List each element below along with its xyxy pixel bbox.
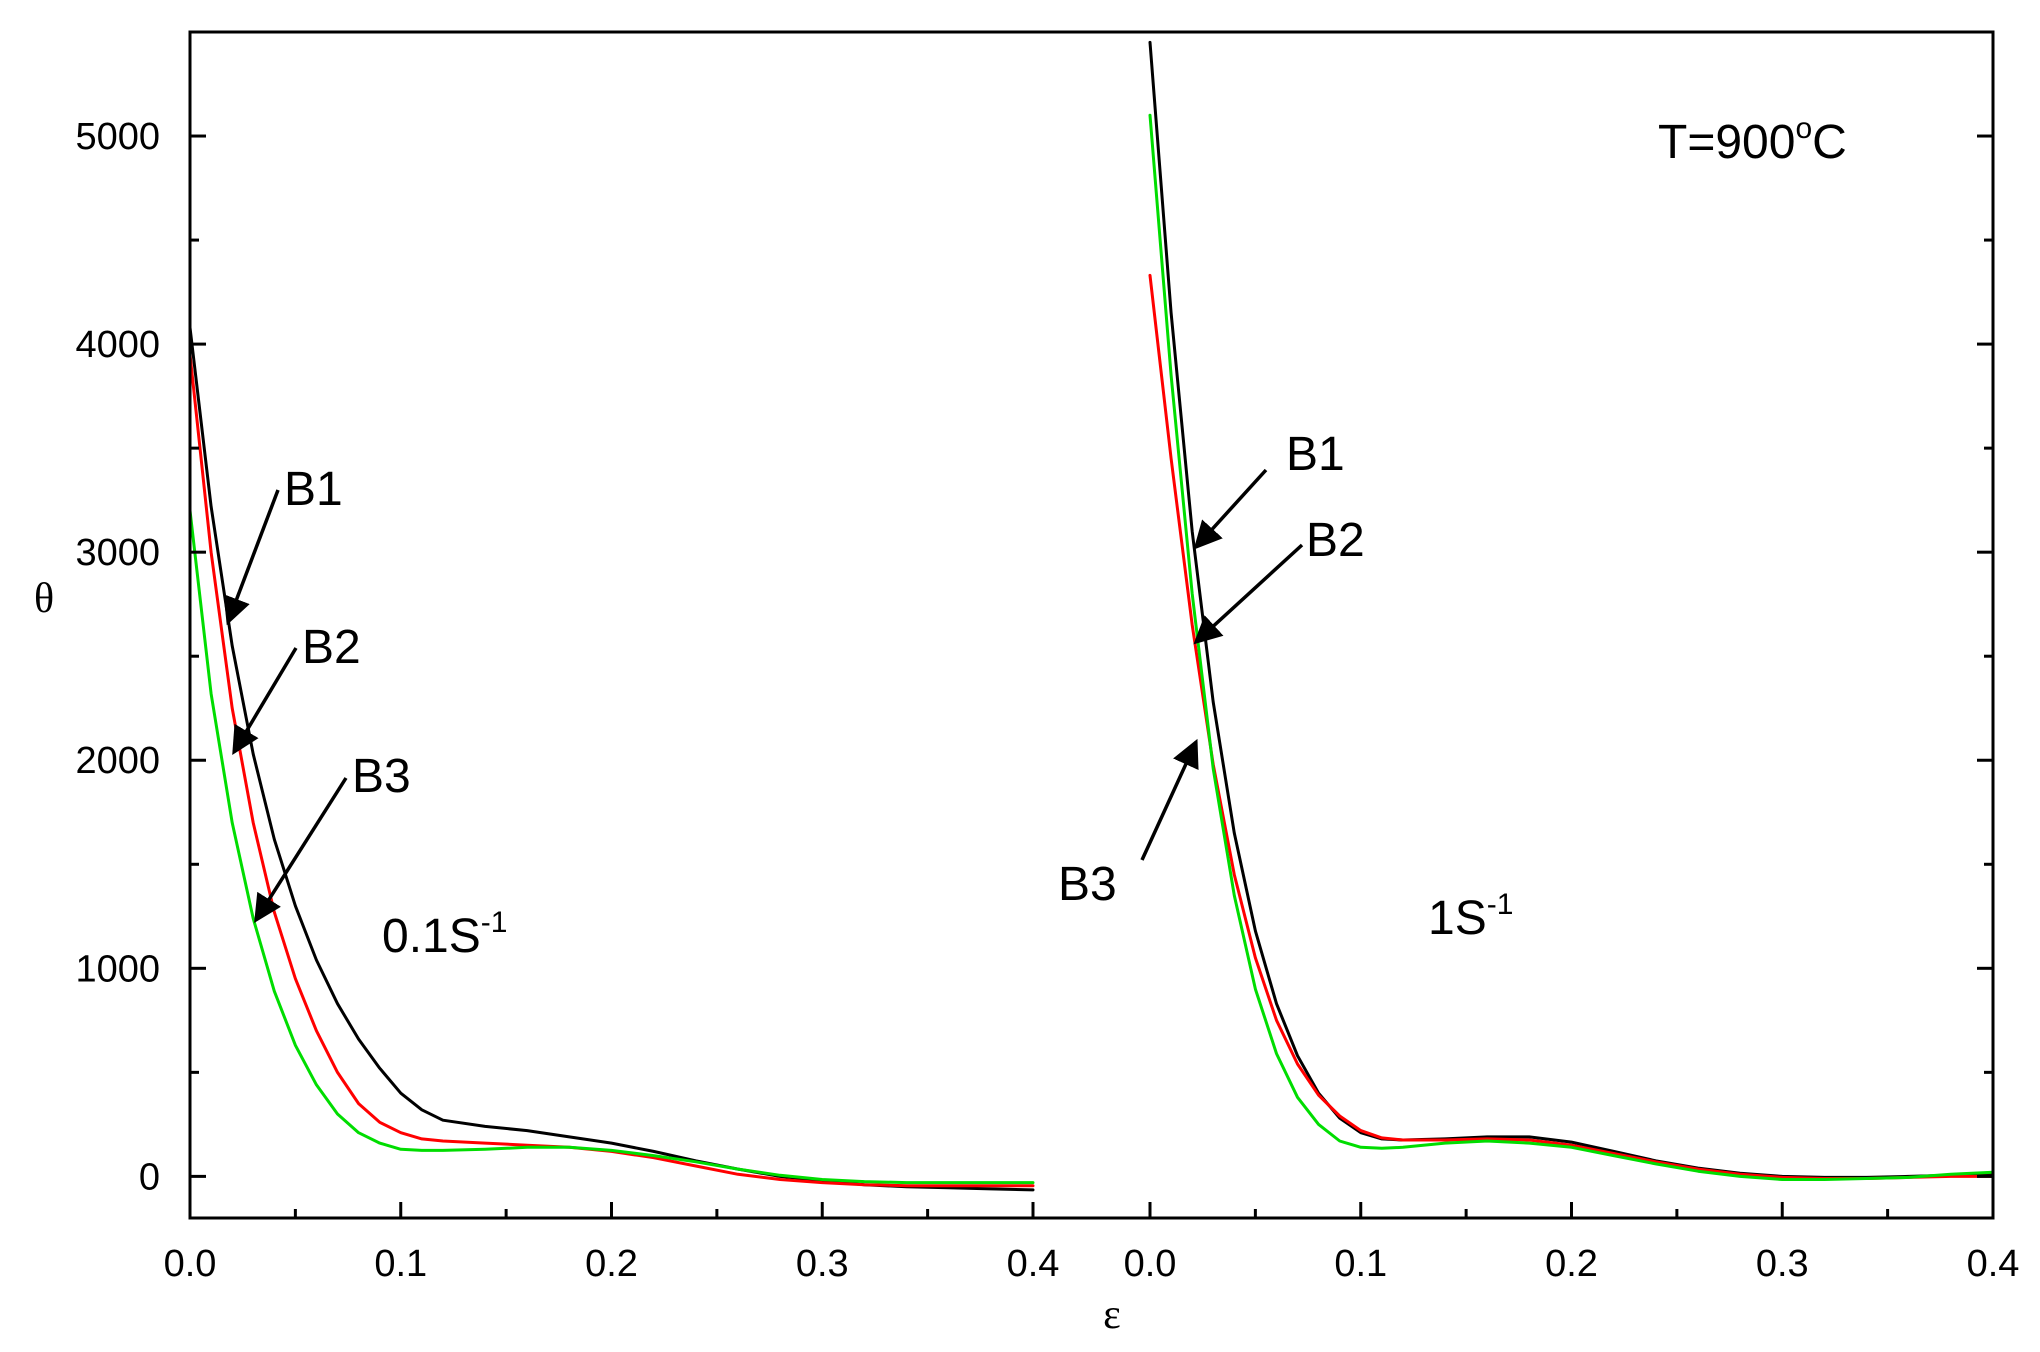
temperature-label: T=900oC — [1658, 112, 1847, 169]
x-tick-label: 0.2 — [1545, 1243, 1598, 1285]
label-left-b2: B2 — [302, 621, 361, 674]
panel-right-rate-label: 1S-1 — [1428, 888, 1513, 945]
y-tick-label: 3000 — [75, 532, 160, 574]
y-tick-label: 1000 — [75, 948, 160, 990]
arrow-right-b3 — [1140, 738, 1199, 861]
panel-left-rate-label: 0.1S-1 — [382, 906, 507, 963]
x-tick-label: 0.3 — [796, 1243, 849, 1285]
arrow-right-b1 — [1193, 468, 1268, 550]
arrow-right-b2 — [1193, 543, 1304, 645]
x-tick-label: 0.4 — [1967, 1243, 2020, 1285]
label-left-b3: B3 — [352, 750, 411, 803]
series-line-panel2-b3 — [1148, 113, 1995, 1181]
series-line-panel1-b3 — [188, 509, 1035, 1185]
x-axis-title: ε — [1103, 1292, 1121, 1338]
label-right-b2: B2 — [1306, 514, 1365, 567]
arrow-left-b1 — [223, 489, 280, 626]
y-tick-label: 0 — [139, 1156, 160, 1198]
label-left-b1: B1 — [284, 463, 343, 516]
x-tick-label: 0.3 — [1756, 1243, 1809, 1285]
x-tick-label: 0.4 — [1007, 1243, 1060, 1285]
x-tick-label: 0.1 — [1334, 1243, 1387, 1285]
plot-layer — [188, 40, 1995, 1192]
series-line-panel1-b2 — [188, 353, 1035, 1188]
y-axis-title: θ — [34, 576, 54, 622]
arrow-left-b3 — [254, 777, 348, 923]
x-tick-label: 0.0 — [164, 1243, 217, 1285]
x-tick-label: 0.0 — [1124, 1243, 1177, 1285]
x-tick-label: 0.1 — [374, 1243, 427, 1285]
tick-layer: 0 1000 2000 3000 4000 5000 0.0 0.1 0.2 0.3 0.4 0.0 0… — [75, 116, 2019, 1285]
label-right-b3: B3 — [1058, 858, 1117, 911]
annotation-layer: T=900oC 0.1S-1 1S-1 B1 B2 B3 B1 B2 B3 — [223, 112, 1847, 963]
plot-frame — [188, 30, 1995, 1220]
y-tick-label: 2000 — [75, 740, 160, 782]
y-tick-label: 4000 — [75, 324, 160, 366]
label-right-b1: B1 — [1286, 428, 1345, 481]
y-tick-label: 5000 — [75, 116, 160, 158]
arrow-left-b2 — [232, 647, 298, 756]
x-tick-label: 0.2 — [585, 1243, 638, 1285]
